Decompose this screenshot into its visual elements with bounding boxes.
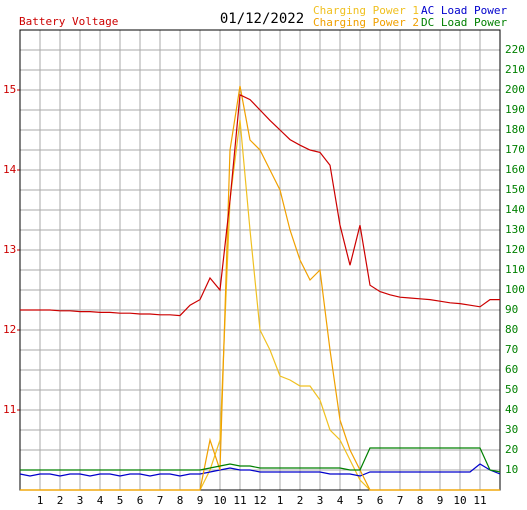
y-tick-label: 14 — [3, 163, 17, 176]
x-tick-label: 12 — [253, 494, 266, 507]
y2-tick-label: 40 — [505, 403, 518, 416]
x-tick-label: 9 — [437, 494, 444, 507]
y2-tick-label: 190 — [505, 103, 525, 116]
y2-tick-label: 70 — [505, 343, 518, 356]
x-tick-label: 4 — [97, 494, 104, 507]
data-line — [19, 463, 501, 477]
x-tick-label: 3 — [317, 494, 324, 507]
x-tick-label: 5 — [357, 494, 364, 507]
y2-tick-label: 180 — [505, 123, 525, 136]
legend-entry: Charging Power 1 — [313, 4, 419, 17]
legend-entry: DC Load Power — [421, 16, 507, 29]
x-tick-label: 3 — [77, 494, 84, 507]
y2-tick-label: 90 — [505, 303, 518, 316]
y2-tick-label: 80 — [505, 323, 518, 336]
x-tick-label: 8 — [417, 494, 424, 507]
plot-border — [19, 29, 501, 491]
y2-tick-label: 60 — [505, 363, 518, 376]
x-tick-label: 10 — [453, 494, 466, 507]
y-tick-label: 13 — [3, 243, 16, 256]
y2-tick-label: 120 — [505, 243, 525, 256]
y2-tick-label: 200 — [505, 83, 525, 96]
x-tick-label: 4 — [337, 494, 344, 507]
y2-tick-label: 150 — [505, 183, 525, 196]
x-tick-label: 11 — [473, 494, 486, 507]
y2-tick-label: 210 — [505, 63, 525, 76]
x-tick-label: 2 — [57, 494, 64, 507]
x-tick-label: 1 — [37, 494, 44, 507]
y2-tick-label: 160 — [505, 163, 525, 176]
y2-tick-label: 10 — [505, 463, 518, 476]
x-tick-label: 6 — [137, 494, 144, 507]
x-tick-label: 6 — [377, 494, 384, 507]
y2-tick-label: 220 — [505, 43, 525, 56]
y-tick-label: 12 — [3, 323, 16, 336]
x-tick-label: 7 — [157, 494, 164, 507]
x-tick-label: 10 — [213, 494, 226, 507]
y2-tick-label: 50 — [505, 383, 518, 396]
chart-title: 01/12/2022 — [220, 11, 304, 27]
y2-tick-label: 140 — [505, 203, 525, 216]
data-line — [20, 93, 500, 317]
x-tick-label: 2 — [297, 494, 304, 507]
y2-tick-label: 100 — [505, 283, 525, 296]
y2-tick-label: 170 — [505, 143, 525, 156]
y-axis-label: Battery Voltage — [19, 15, 118, 28]
legend-entry: Charging Power 2 — [313, 16, 419, 29]
data-line — [20, 85, 500, 491]
data-line — [20, 447, 501, 473]
legend-entry: AC Load Power — [421, 4, 507, 17]
x-tick-label: 5 — [117, 494, 124, 507]
y-tick-label: 11 — [3, 403, 16, 416]
x-tick-label: 9 — [197, 494, 204, 507]
x-tick-label: 11 — [233, 494, 246, 507]
y2-tick-label: 20 — [505, 443, 518, 456]
x-tick-label: 7 — [397, 494, 404, 507]
y2-tick-label: 130 — [505, 223, 525, 236]
x-tick-label: 1 — [277, 494, 284, 507]
y2-tick-label: 110 — [505, 263, 525, 276]
y2-tick-label: 30 — [505, 423, 518, 436]
x-tick-label: 8 — [177, 494, 184, 507]
y-tick-label: 15 — [3, 83, 16, 96]
